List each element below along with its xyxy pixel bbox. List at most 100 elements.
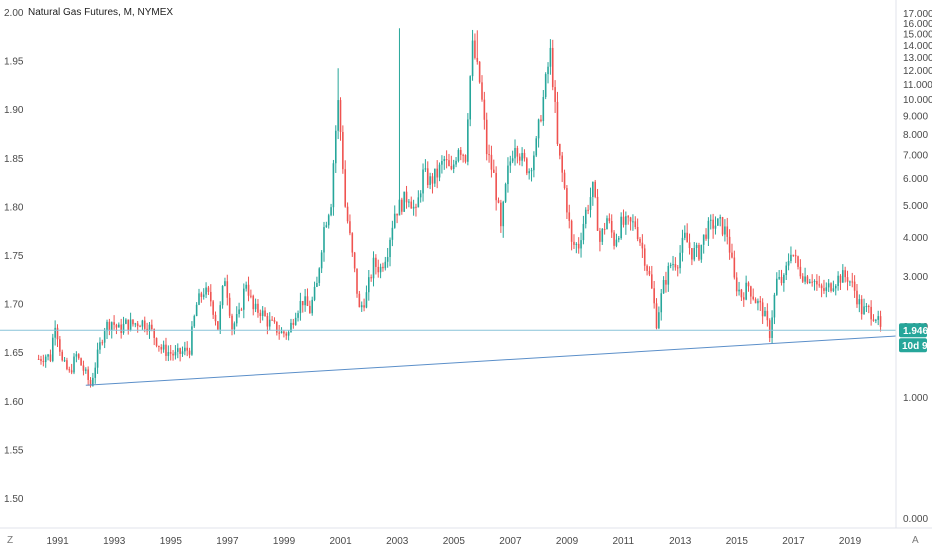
- candle-body: [516, 148, 519, 157]
- candle-body: [837, 275, 839, 286]
- candle-body: [665, 280, 667, 285]
- time-axis-tick: 2011: [613, 536, 635, 547]
- left-axis-tick: 1.80: [4, 202, 24, 213]
- candle-body: [434, 168, 436, 184]
- candle-body: [224, 281, 226, 287]
- candle-body: [773, 294, 776, 318]
- candle-body: [674, 264, 677, 268]
- time-axis-tick: 2005: [443, 536, 466, 547]
- left-price-axis[interactable]: 2.00 1.95 1.90 1.85 1.80 1.75 1.70 1.65 1.60 1.55…: [4, 8, 24, 505]
- candle-body: [405, 191, 408, 203]
- right-axis-tick: 9.000: [903, 112, 928, 123]
- candle-body: [273, 320, 276, 322]
- candle-body: [136, 323, 139, 327]
- candle-body: [160, 347, 163, 350]
- candle-body: [570, 220, 573, 242]
- candle-body: [761, 302, 764, 317]
- candle-body: [853, 281, 856, 291]
- time-axis-tick: 2003: [386, 536, 409, 547]
- candle-body: [688, 242, 691, 249]
- candle-body: [724, 226, 726, 235]
- candle-body: [292, 322, 295, 325]
- drawing-lines[interactable]: [0, 329, 897, 386]
- candle-body: [316, 282, 318, 287]
- candle-body: [875, 319, 877, 321]
- time-axis[interactable]: 1991 1993 1995 1997 1999 2001 2003 2005 2007 2009…: [47, 536, 862, 547]
- trend-line[interactable]: [85, 335, 897, 386]
- countdown-text: 10d 9h: [902, 341, 932, 352]
- candle-body: [280, 331, 283, 334]
- right-axis-tick: 7.000: [903, 151, 928, 162]
- candle-body: [752, 296, 755, 300]
- left-axis-tick: 2.00: [4, 8, 24, 19]
- candle-body: [549, 47, 552, 67]
- candle-body: [816, 281, 818, 285]
- candle-body: [122, 323, 125, 333]
- candle-body: [247, 284, 250, 296]
- candle-body: [872, 319, 875, 321]
- candle-body: [705, 234, 707, 239]
- candle-body: [179, 348, 181, 354]
- candle-body: [568, 212, 571, 221]
- candle-body: [846, 277, 849, 282]
- candle-body: [391, 227, 394, 240]
- candle-body: [290, 322, 292, 333]
- candle-body: [742, 297, 745, 300]
- candle-body: [56, 327, 59, 340]
- candle-body: [264, 310, 266, 317]
- candle-body: [186, 347, 189, 351]
- candle-body: [332, 163, 335, 208]
- candle-body: [66, 360, 68, 370]
- candle-body: [301, 300, 304, 306]
- candle-body: [353, 252, 356, 269]
- candle-body: [351, 233, 354, 253]
- candle-body: [754, 299, 757, 304]
- candle-body: [714, 225, 717, 229]
- candle-body: [693, 248, 696, 260]
- candle-body: [849, 281, 851, 283]
- candle-body: [441, 161, 443, 165]
- right-axis-tick: 15.000: [903, 30, 932, 41]
- candle-body: [603, 228, 606, 230]
- corner-right-label[interactable]: A: [912, 535, 919, 546]
- candle-body: [438, 164, 441, 178]
- candle-body: [417, 197, 420, 208]
- candle-body: [151, 324, 153, 330]
- right-axis-tick: 6.000: [903, 174, 928, 185]
- candle-body: [648, 270, 651, 275]
- candle-body: [42, 361, 45, 363]
- candle-body: [764, 310, 766, 317]
- candle-body: [219, 305, 222, 330]
- candle-body: [662, 280, 665, 294]
- candle-body: [375, 257, 377, 267]
- candle-body: [252, 295, 255, 310]
- candle-body: [125, 319, 127, 324]
- candle-body: [212, 301, 214, 315]
- candle-body: [330, 207, 332, 216]
- candle-body: [483, 99, 486, 120]
- candle-body: [349, 221, 351, 234]
- candle-body: [478, 61, 481, 83]
- candle-body: [500, 202, 502, 227]
- candle-body: [844, 270, 846, 278]
- time-axis-tick: 2007: [499, 536, 522, 547]
- candle-body: [278, 332, 280, 334]
- candle-body: [339, 100, 342, 132]
- candle-body: [51, 337, 54, 361]
- candle-body: [393, 213, 396, 228]
- candle-body: [61, 351, 64, 361]
- candle-body: [533, 155, 535, 171]
- candle-body: [191, 326, 193, 355]
- candle-body: [790, 254, 792, 262]
- candle-body: [721, 217, 724, 235]
- candle-body: [139, 326, 141, 328]
- candle-body: [622, 216, 625, 225]
- candle-body: [681, 237, 684, 253]
- candle-body: [311, 299, 313, 314]
- candle-body: [346, 206, 349, 222]
- candle-body: [514, 148, 516, 159]
- time-axis-tick: 2017: [782, 536, 805, 547]
- corner-left-label[interactable]: Z: [7, 535, 13, 546]
